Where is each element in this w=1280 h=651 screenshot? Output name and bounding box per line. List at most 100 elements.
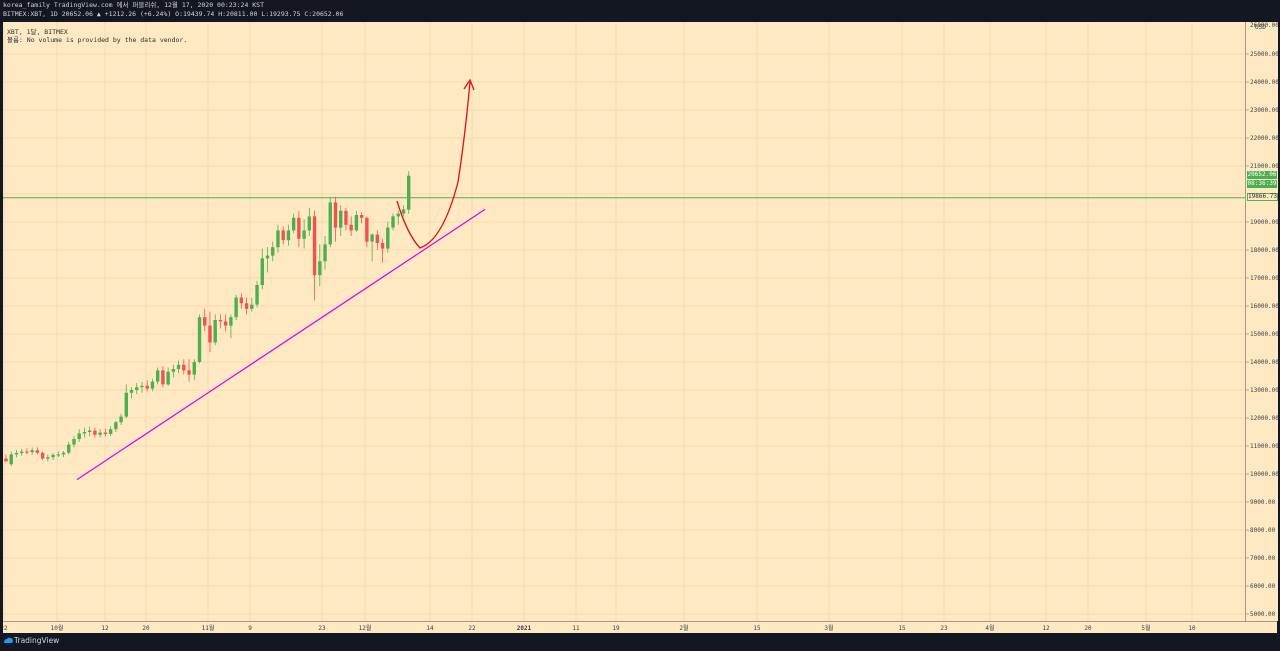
symbol-ohlc-line: BITMEX:XBT, 1D 20652.06 ▲ +1212.26 (+6.2… (3, 10, 344, 18)
candle-body (318, 261, 322, 276)
candle-body (359, 215, 364, 218)
x-tick-label: 22 (3, 625, 8, 632)
candle-body (182, 364, 186, 371)
candle-body (208, 325, 212, 343)
candle (375, 230, 380, 250)
candle-body (9, 454, 13, 465)
candle (56, 451, 60, 458)
candle-body (108, 429, 113, 434)
candle (302, 219, 306, 249)
candle (176, 360, 181, 374)
y-tick-label: 16000.00 (1250, 303, 1278, 310)
candle (328, 196, 332, 248)
candle-body (51, 454, 55, 458)
y-tick-label: 18000.00 (1250, 247, 1278, 254)
tradingview-cloud-icon (4, 637, 13, 643)
candle (150, 378, 155, 392)
candle (401, 205, 406, 217)
candle-body (67, 444, 71, 453)
candle-body (312, 216, 317, 276)
bar-countdown-tag: 08:36:39 (1247, 180, 1277, 188)
y-tick-label: 9000.00 (1250, 499, 1276, 506)
candle (192, 359, 196, 381)
x-tick-label: 19 (612, 625, 620, 632)
candle-body (82, 432, 87, 434)
candle (187, 359, 191, 382)
candle (333, 196, 338, 242)
x-tick-label: 9 (248, 625, 252, 632)
candle (386, 222, 390, 253)
candle (234, 294, 238, 320)
candle-body (229, 317, 233, 326)
y-tick-label: 17000.00 (1250, 275, 1278, 282)
candle-body (302, 230, 306, 239)
candle-body (380, 243, 385, 249)
projection-arrow[interactable] (396, 81, 471, 249)
price-axis[interactable]: 25000.00 24000.00 23000.00 22000.00 21000.00… (1245, 22, 1278, 621)
time-axis[interactable]: 22 10월 12 20 11월 9 23 12월 14 22 2021 11 19 2월 15 3월 15 23… (3, 621, 1277, 634)
candle (51, 453, 55, 460)
candle-body (176, 364, 181, 369)
candle-body (401, 209, 406, 214)
candle (166, 367, 170, 386)
candle (171, 364, 176, 378)
candle-body (396, 213, 400, 217)
y-tick-label: 13000.00 (1250, 387, 1278, 394)
price-chart (3, 22, 1245, 621)
candle-body (276, 230, 280, 248)
x-tick-label: 20 (142, 625, 150, 632)
candle-body (328, 202, 332, 245)
candles (4, 171, 411, 467)
candle-body (140, 385, 144, 388)
candle (67, 441, 71, 455)
x-tick-label: 2월 (679, 624, 688, 632)
x-tick-label: 23 (318, 625, 326, 632)
candle-body (155, 370, 160, 382)
candle (155, 367, 160, 385)
candle (407, 171, 411, 214)
candle (323, 236, 327, 270)
candle (140, 381, 144, 393)
candle-body (4, 458, 8, 462)
candle-body (213, 320, 217, 343)
candle (124, 384, 128, 418)
candle-body (56, 454, 60, 456)
candle (370, 233, 374, 262)
x-tick-label: 12 (101, 625, 109, 632)
trend-line[interactable] (76, 208, 486, 481)
candle (46, 454, 50, 462)
x-tick-label: 11 (572, 625, 580, 632)
candle-body (375, 234, 380, 243)
y-tick-label: 11000.00 (1250, 443, 1278, 450)
candle (9, 451, 13, 467)
candle-body (77, 433, 81, 439)
candle-body (339, 210, 343, 228)
candle-body (46, 457, 50, 459)
x-tick-label: 14 (426, 625, 434, 632)
currency-label: USD (1255, 24, 1266, 31)
x-tick-label: 15 (898, 625, 906, 632)
candle-body (286, 230, 291, 241)
y-tick-label: 7000.00 (1250, 555, 1276, 562)
x-tick-label: 3월 (824, 624, 833, 632)
candle (203, 308, 207, 332)
candle-body (150, 381, 155, 389)
candle (208, 311, 212, 353)
candle-body (260, 258, 264, 285)
candle-body (30, 450, 34, 453)
chart-pane[interactable]: XBT, 1달, BITMEX 볼륨: No volume is provide… (3, 22, 1245, 621)
candle-body (40, 452, 45, 459)
legend-symbol: XBT, 1달, BITMEX (7, 28, 68, 36)
x-tick-label: 11월 (202, 624, 215, 632)
candle-body (391, 216, 395, 228)
candle (255, 280, 259, 308)
candle (223, 314, 228, 332)
candle-body (35, 450, 40, 453)
candle (349, 216, 353, 236)
candle (229, 314, 233, 339)
candle-body (25, 451, 29, 453)
candle-body (223, 321, 228, 326)
x-tick-label: 2021 (517, 625, 532, 632)
tradingview-logo[interactable]: TradingView (3, 636, 59, 645)
candle-body (87, 430, 92, 432)
